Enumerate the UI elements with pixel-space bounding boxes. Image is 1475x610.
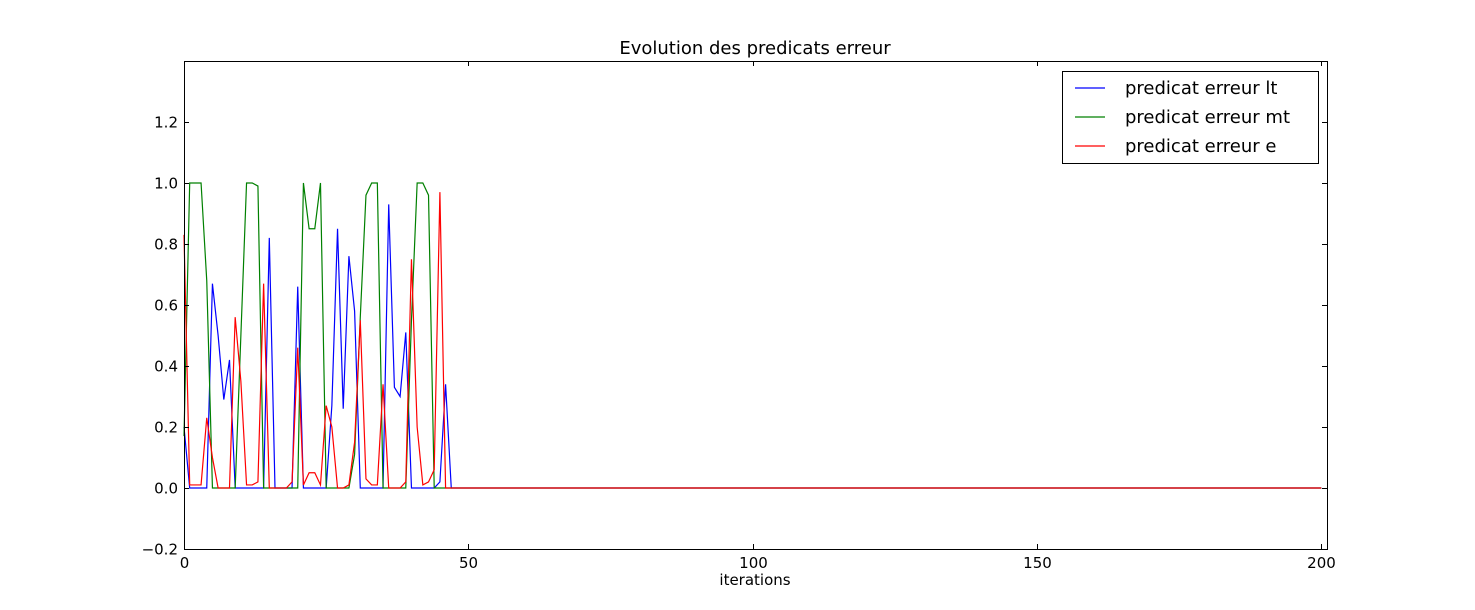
x-tick-label: 0 (180, 554, 190, 572)
legend-label-mt: predicat erreur mt (1125, 107, 1290, 128)
y-tick-label: −0.2 (142, 541, 178, 559)
x-tick-label: 150 (1023, 554, 1052, 572)
series-line-0 (183, 204, 1322, 489)
y-tick-label: 0.8 (154, 236, 178, 254)
x-tick-label: 50 (459, 554, 478, 572)
x-tick-label: 100 (739, 554, 768, 572)
series-layer (183, 182, 1322, 489)
y-tick-label: 0.4 (154, 358, 178, 376)
y-tick-label: 1.0 (154, 175, 178, 193)
y-tick-label: 0.6 (154, 297, 178, 315)
legend-label-e: predicat erreur e (1125, 136, 1276, 157)
y-tick-label: 0.0 (154, 480, 178, 498)
chart-title: Evolution des predicats erreur (619, 38, 891, 59)
plot-area: 0 50 100 150 200 −0.2 0.0 0.2 0.4 0.6 0.8 1.0 1.2 (142, 61, 1336, 572)
y-tick-label: 1.2 (154, 114, 178, 132)
series-line-2 (183, 192, 1322, 489)
x-axis-title: iterations (719, 571, 790, 589)
tick-layer: 0 50 100 150 200 −0.2 0.0 0.2 0.4 0.6 0.8 1.0 1.2 (142, 61, 1336, 572)
legend-box (1062, 71, 1319, 164)
y-tick-label: 0.2 (154, 419, 178, 437)
x-tick-label: 200 (1307, 554, 1336, 572)
legend-label-lt: predicat erreur lt (1125, 78, 1277, 99)
legend: predicat erreur lt predicat erreur mt pr… (1062, 71, 1319, 164)
